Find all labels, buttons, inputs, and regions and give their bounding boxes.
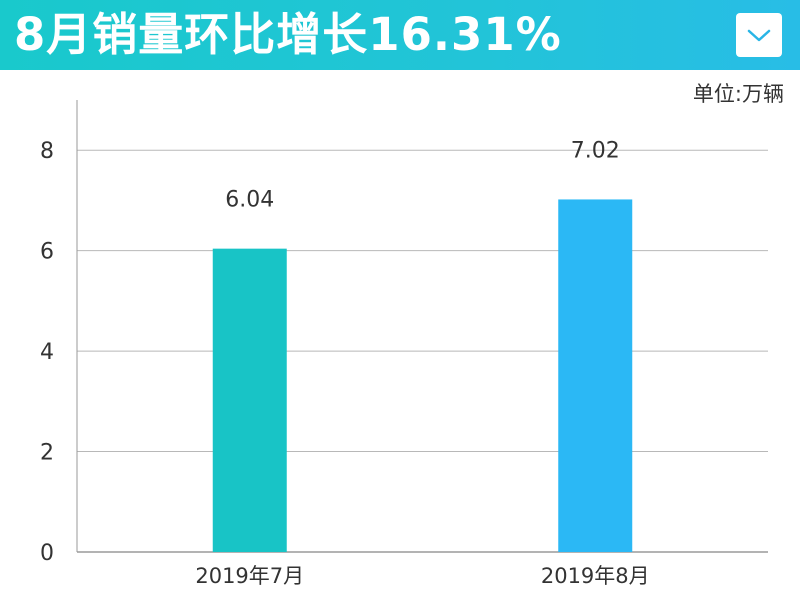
chevron-down-icon (747, 29, 771, 42)
y-tick-label: 6 (40, 240, 54, 265)
y-tick-label: 8 (40, 139, 54, 164)
bar (212, 248, 287, 552)
bars (212, 199, 633, 552)
data-label: 7.02 (571, 138, 620, 163)
labels: 0 2 4 6 8 6.04 2019年7月 7.02 2019年8月 (40, 138, 650, 588)
axes (76, 100, 768, 553)
unit-label: 单位:万辆 (692, 82, 784, 106)
bar (558, 199, 633, 552)
x-tick-label: 2019年7月 (195, 564, 304, 588)
data-label: 6.04 (225, 188, 274, 213)
grid-lines (77, 149, 768, 453)
y-tick-label: 2 (40, 441, 54, 466)
y-tick-label: 0 (40, 541, 54, 566)
page-title: 8月销量环比增长16.31% (14, 8, 562, 61)
header-banner: 8月销量环比增长16.31% (0, 0, 800, 70)
dropdown-button[interactable] (736, 13, 782, 57)
x-tick-label: 2019年8月 (541, 564, 650, 588)
y-tick-label: 4 (40, 340, 54, 365)
